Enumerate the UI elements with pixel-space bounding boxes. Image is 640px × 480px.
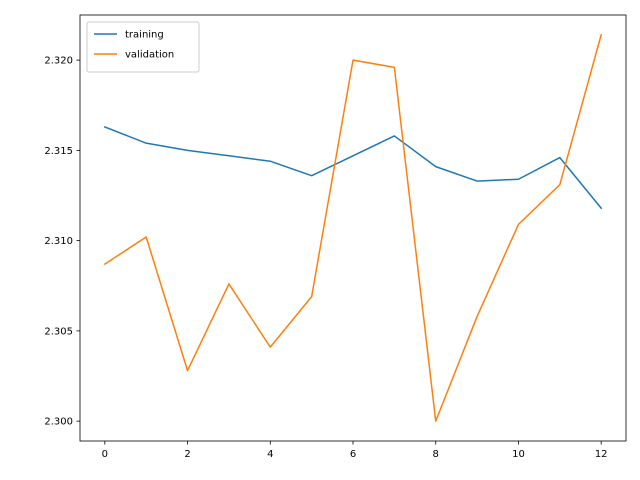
x-tick-label: 8 [433, 449, 439, 460]
legend-label-validation: validation [125, 50, 174, 61]
x-tick-label: 10 [512, 449, 525, 460]
series-layer [103, 33, 603, 422]
x-axis: 0 2 4 6 8 10 12 [102, 441, 608, 460]
x-tick-label: 2 [184, 449, 190, 460]
series-line-validation [103, 33, 603, 422]
y-tick-label: 2.320 [44, 56, 73, 67]
y-tick-label: 2.300 [44, 417, 73, 428]
legend: training validation [86, 21, 200, 73]
legend-label-training: training [125, 30, 164, 41]
y-tick-label: 2.310 [44, 236, 73, 247]
x-tick-label: 4 [267, 449, 273, 460]
x-tick-label: 0 [102, 449, 108, 460]
x-tick-label: 12 [595, 449, 608, 460]
x-tick-label: 6 [350, 449, 356, 460]
y-tick-label: 2.315 [44, 146, 73, 157]
series-line-training [103, 125, 603, 210]
y-tick-label: 2.305 [44, 326, 73, 337]
y-axis: 2.300 2.305 2.310 2.315 2.320 [44, 56, 80, 428]
